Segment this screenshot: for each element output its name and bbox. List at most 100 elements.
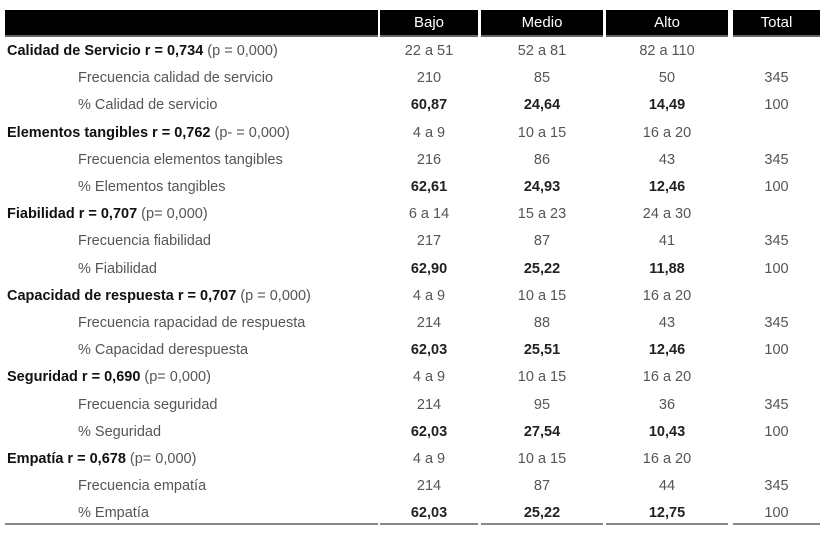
frequency-cell-medio: 95 xyxy=(533,396,551,413)
dimension-row: Elementos tangibles r = 0,762 (p- = 0,00… xyxy=(0,120,826,147)
percent-cell-bajo: 62,03 xyxy=(410,505,448,522)
dimension-cell-alto: 16 a 20 xyxy=(642,451,692,467)
dimension-pvalue: (p= 0,000) xyxy=(125,451,197,467)
frequency-cell-alto: 50 xyxy=(658,70,676,87)
percent-cell-total: 100 xyxy=(764,342,789,359)
frequency-cell-bajo: 210 xyxy=(416,70,442,87)
bottom-rule xyxy=(380,523,478,525)
dimension-cell-bajo: 6 a 14 xyxy=(408,206,450,223)
percent-cell-alto: 11,88 xyxy=(649,260,685,277)
frequency-row: Frecuencia fiabilidad 217 87 41 345 xyxy=(0,228,826,255)
percent-cell-total: 100 xyxy=(764,260,789,277)
frequency-cell-medio: 86 xyxy=(533,151,551,168)
dimension-cell-alto: 16 a 20 xyxy=(642,124,692,141)
percent-cell-alto: 10,43 xyxy=(648,423,686,440)
percent-cell-bajo: 62,61 xyxy=(410,179,448,195)
percent-cell-alto: 12,46 xyxy=(648,342,686,359)
header-alto: Alto xyxy=(606,10,728,37)
dimension-row: Fiabilidad r = 0,707 (p= 0,000) 6 a 14 15 … xyxy=(0,201,826,228)
frequency-cell-medio: 87 xyxy=(533,478,551,495)
dimension-cell-bajo: 4 a 9 xyxy=(412,451,446,467)
frequency-cell-medio: 85 xyxy=(533,70,551,87)
frequency-cell-total: 345 xyxy=(764,478,789,495)
header-medio: Medio xyxy=(481,10,603,37)
dimension-row: Seguridad r = 0,690 (p= 0,000) 4 a 9 10 a … xyxy=(0,364,826,391)
frequency-row: Frecuencia rapacidad de respuesta 214 88 43… xyxy=(0,310,826,337)
frequency-row: Frecuencia seguridad 214 95 36 345 xyxy=(0,392,826,419)
frequency-cell-bajo: 214 xyxy=(416,478,442,495)
dimension-cell-total xyxy=(733,364,820,391)
percent-label: % Capacidad derespuesta xyxy=(78,342,249,359)
dimension-cell-total xyxy=(733,201,820,228)
frequency-cell-alto: 43 xyxy=(658,151,676,168)
frequency-label: Frecuencia fiabilidad xyxy=(78,233,211,250)
dimension-label: Fiabilidad r = 0,707 (p= 0,000) xyxy=(7,201,208,228)
header-blank-cell xyxy=(5,10,378,37)
dimension-pvalue: (p = 0,000) xyxy=(203,43,278,59)
frequency-cell-bajo: 216 xyxy=(416,151,442,168)
dimension-cell-medio: 10 a 15 xyxy=(517,287,567,304)
percent-cell-total: 100 xyxy=(764,179,789,195)
dimension-cell-total xyxy=(733,38,820,65)
dimension-correlation: Elementos tangibles r = 0,762 xyxy=(7,124,211,141)
percent-cell-bajo: 62,03 xyxy=(410,423,448,440)
percent-cell-total: 100 xyxy=(764,97,789,114)
percent-cell-medio: 24,93 xyxy=(523,179,561,195)
dimension-pvalue: (p- = 0,000) xyxy=(210,124,290,141)
bottom-rule xyxy=(733,523,820,525)
frequency-cell-bajo: 217 xyxy=(416,233,442,250)
dimension-cell-medio: 52 a 81 xyxy=(517,43,567,59)
frequency-cell-total: 345 xyxy=(764,396,789,413)
dimension-row: Calidad de Servicio r = 0,734 (p = 0,000… xyxy=(0,38,826,65)
percent-label: % Elementos tangibles xyxy=(78,179,226,195)
percent-row: % Fiabilidad 62,90 25,22 11,88 100 xyxy=(0,256,826,283)
bottom-rule xyxy=(5,523,378,525)
dimension-correlation: Empatía r = 0,678 xyxy=(7,451,126,467)
percent-row: % Capacidad derespuesta 62,03 25,51 12,46 10… xyxy=(0,337,826,364)
percent-cell-alto: 14,49 xyxy=(648,97,686,114)
frequency-cell-total: 345 xyxy=(764,315,789,331)
frequency-cell-alto: 36 xyxy=(658,396,676,413)
percent-cell-medio: 27,54 xyxy=(523,423,561,440)
bottom-rule xyxy=(606,523,728,525)
dimension-correlation: Calidad de Servicio r = 0,734 xyxy=(7,43,204,59)
frequency-label: Frecuencia elementos tangibles xyxy=(78,151,283,168)
dimension-correlation: Fiabilidad r = 0,707 xyxy=(7,206,138,223)
dimension-row: Capacidad de respuesta r = 0,707 (p = 0,… xyxy=(0,283,826,310)
frequency-cell-total: 345 xyxy=(764,70,789,87)
percent-cell-total: 100 xyxy=(764,423,789,440)
frequency-cell-bajo: 214 xyxy=(416,315,442,331)
percent-cell-bajo: 62,03 xyxy=(410,342,448,359)
dimension-cell-medio: 10 a 15 xyxy=(517,451,567,467)
dimension-pvalue: (p = 0,000) xyxy=(236,287,311,304)
dimension-label: Capacidad de respuesta r = 0,707 (p = 0,… xyxy=(7,283,311,310)
dimension-cell-alto: 16 a 20 xyxy=(642,287,692,304)
dimension-cell-bajo: 4 a 9 xyxy=(412,287,446,304)
percent-label: % Seguridad xyxy=(78,423,162,440)
frequency-cell-bajo: 214 xyxy=(416,396,442,413)
frequency-label: Frecuencia rapacidad de respuesta xyxy=(78,315,306,331)
dimension-cell-alto: 16 a 20 xyxy=(642,369,692,386)
percent-label: % Fiabilidad xyxy=(78,260,157,277)
dimension-cell-bajo: 4 a 9 xyxy=(412,124,446,141)
dimension-label: Calidad de Servicio r = 0,734 (p = 0,000… xyxy=(7,38,278,65)
percent-row: % Calidad de servicio 60,87 24,64 14,49 100 xyxy=(0,92,826,119)
frequency-cell-medio: 88 xyxy=(533,315,551,331)
frequency-row: Frecuencia calidad de servicio 210 85 50 345 xyxy=(0,65,826,92)
percent-cell-medio: 25,51 xyxy=(523,342,561,359)
dimension-cell-bajo: 4 a 9 xyxy=(412,369,446,386)
frequency-label: Frecuencia seguridad xyxy=(78,396,218,413)
frequency-label: Frecuencia calidad de servicio xyxy=(78,70,274,87)
dimension-cell-total xyxy=(733,120,820,147)
percent-label: % Empatía xyxy=(78,505,149,522)
header-bajo: Bajo xyxy=(380,10,478,37)
dimension-cell-alto: 82 a 110 xyxy=(639,43,695,59)
bottom-rule xyxy=(481,523,603,525)
percent-cell-alto: 12,75 xyxy=(648,505,686,522)
dimension-correlation: Capacidad de respuesta r = 0,707 xyxy=(7,287,237,304)
frequency-row: Frecuencia elementos tangibles 216 86 43 345 xyxy=(0,147,826,174)
frequency-cell-alto: 41 xyxy=(658,233,676,250)
frequency-label: Frecuencia empatía xyxy=(78,478,207,495)
percent-row: % Elementos tangibles 62,61 24,93 12,46 100 xyxy=(0,174,826,201)
percent-cell-bajo: 60,87 xyxy=(410,97,448,114)
